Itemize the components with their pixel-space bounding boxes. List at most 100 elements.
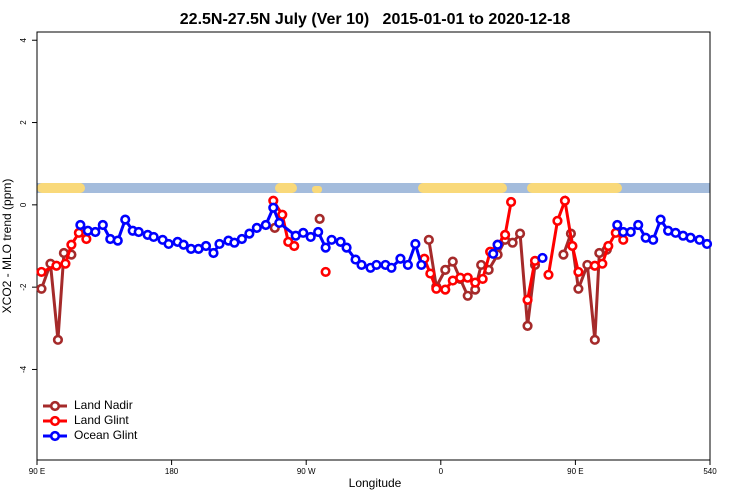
data-point — [214, 238, 225, 250]
data-point — [567, 240, 578, 252]
series-line — [526, 260, 537, 301]
y-tick-label: 2 — [19, 120, 28, 125]
data-point — [410, 238, 421, 250]
data-point — [148, 231, 159, 243]
y-tick-label: -4 — [19, 365, 28, 373]
data-point — [425, 268, 436, 279]
data-point — [477, 273, 488, 285]
data-point — [402, 259, 413, 271]
data-point — [462, 272, 473, 283]
data-point — [326, 234, 337, 245]
land-strip — [275, 183, 297, 193]
data-point — [386, 262, 397, 273]
legend-marker — [49, 415, 61, 427]
data-point — [648, 234, 659, 245]
data-point — [341, 242, 352, 253]
land-strip — [418, 183, 507, 193]
data-point — [260, 219, 271, 231]
land-strip — [312, 186, 322, 193]
ocean-strip — [37, 183, 710, 193]
data-point — [633, 219, 644, 231]
data-point — [505, 196, 517, 208]
legend-label: Land Nadir — [74, 398, 133, 412]
data-point — [625, 226, 636, 238]
data-point — [514, 228, 526, 239]
data-point — [36, 266, 47, 278]
data-point — [423, 234, 434, 245]
data-point — [251, 222, 262, 233]
data-point — [492, 239, 503, 250]
data-point — [200, 240, 212, 252]
x-tick-label: 90 W — [297, 467, 316, 476]
data-point — [543, 269, 554, 280]
data-point — [90, 226, 101, 238]
data-point — [573, 266, 584, 278]
data-point — [229, 237, 240, 248]
x-tick-label: 90 E — [567, 467, 583, 476]
legend-marker — [49, 430, 61, 442]
data-point — [470, 277, 481, 288]
data-point — [500, 229, 511, 240]
data-point — [120, 214, 131, 225]
data-point — [694, 234, 705, 245]
data-point — [559, 195, 571, 206]
data-point — [395, 253, 406, 264]
data-point — [685, 232, 696, 243]
data-point — [274, 217, 285, 229]
y-tick-label: 0 — [19, 202, 28, 207]
data-point — [52, 334, 64, 345]
data-point — [356, 259, 367, 271]
data-point — [81, 233, 92, 245]
land-strip — [37, 183, 85, 193]
data-point — [112, 235, 123, 246]
y-axis-label: XCO2 - MLO trend (ppm) — [0, 179, 14, 314]
data-point — [178, 239, 189, 250]
legend-label: Land Glint — [74, 413, 129, 427]
x-tick-label: 0 — [439, 467, 444, 476]
data-point — [612, 219, 623, 231]
legend-marker — [49, 400, 61, 412]
y-tick-label: -2 — [19, 283, 28, 291]
x-tick-label: 90 E — [29, 467, 45, 476]
data-point — [66, 239, 77, 250]
data-point — [298, 227, 309, 238]
data-point — [488, 248, 499, 259]
data-point — [289, 240, 300, 252]
data-point — [268, 202, 279, 213]
data-point — [447, 256, 458, 267]
data-point — [552, 215, 563, 226]
x-axis-label: Longitude — [349, 476, 402, 490]
y-tick-label: 4 — [19, 37, 28, 42]
chart-title: 22.5N-27.5N July (Ver 10) 2015-01-01 to … — [180, 11, 571, 28]
data-point — [36, 283, 47, 294]
data-point — [558, 249, 569, 260]
data-point — [440, 284, 451, 295]
data-point — [60, 258, 71, 269]
data-point — [133, 226, 144, 238]
data-point — [277, 209, 288, 220]
data-point — [589, 334, 600, 345]
data-point — [97, 219, 108, 231]
data-point — [313, 226, 324, 238]
legend-label: Ocean Glint — [74, 428, 138, 442]
data-point — [537, 252, 548, 264]
data-point — [522, 294, 533, 306]
data-point — [208, 247, 219, 259]
data-point — [335, 236, 346, 247]
data-point — [163, 238, 174, 250]
data-point — [244, 228, 255, 239]
data-point — [573, 283, 584, 294]
data-point — [522, 320, 533, 331]
data-point — [597, 258, 608, 269]
data-point — [305, 231, 316, 243]
data-point — [75, 219, 86, 231]
data-point — [350, 254, 361, 265]
data-point — [314, 213, 325, 224]
data-point — [507, 237, 518, 248]
data-point — [655, 214, 666, 225]
data-point — [51, 260, 62, 271]
data-point — [320, 266, 331, 278]
data-point — [462, 290, 473, 301]
data-point — [618, 234, 629, 245]
